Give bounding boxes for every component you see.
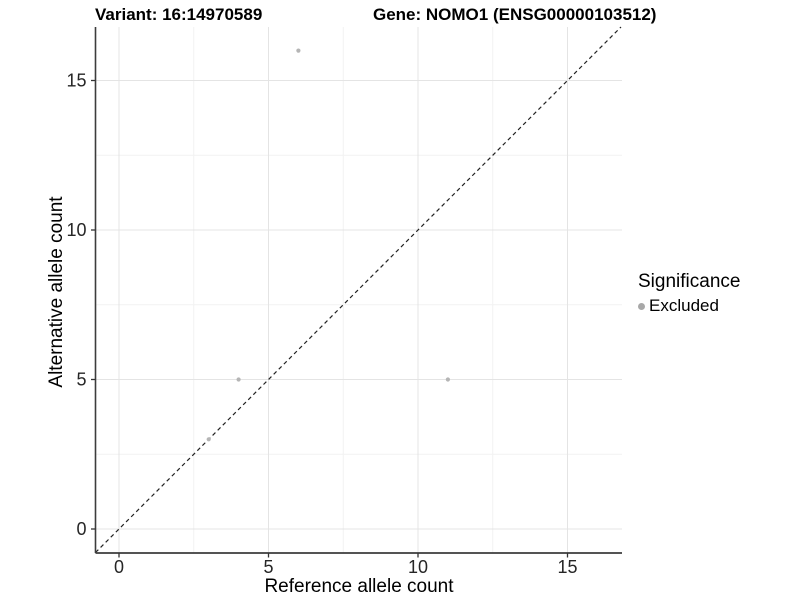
identity-line <box>95 26 622 553</box>
legend-item-label: Excluded <box>649 296 719 315</box>
y-axis-title: Alternative allele count <box>46 196 67 388</box>
data-point <box>236 377 241 382</box>
legend-title: Significance <box>638 271 741 292</box>
data-point <box>296 48 301 53</box>
x-tick-label: 0 <box>114 557 124 577</box>
x-axis-title: Reference allele count <box>264 576 454 597</box>
legend-key-dot-icon <box>638 302 645 310</box>
x-tick-label: 5 <box>263 557 273 577</box>
y-tick-label: 0 <box>76 519 86 539</box>
data-point <box>206 437 211 442</box>
x-tick-label: 15 <box>557 557 577 577</box>
legend: Significance Excluded <box>638 271 740 316</box>
plot-title-variant: Variant: 16:14970589 <box>95 5 263 24</box>
x-tick-label: 10 <box>408 557 428 577</box>
y-tick-label: 10 <box>66 220 86 240</box>
y-tick-label: 15 <box>66 71 86 91</box>
legend-item: Excluded <box>638 296 740 316</box>
y-tick-label: 5 <box>76 370 86 390</box>
plot-title-gene: Gene: NOMO1 (ENSG00000103512) <box>373 5 657 24</box>
data-point <box>445 377 450 382</box>
